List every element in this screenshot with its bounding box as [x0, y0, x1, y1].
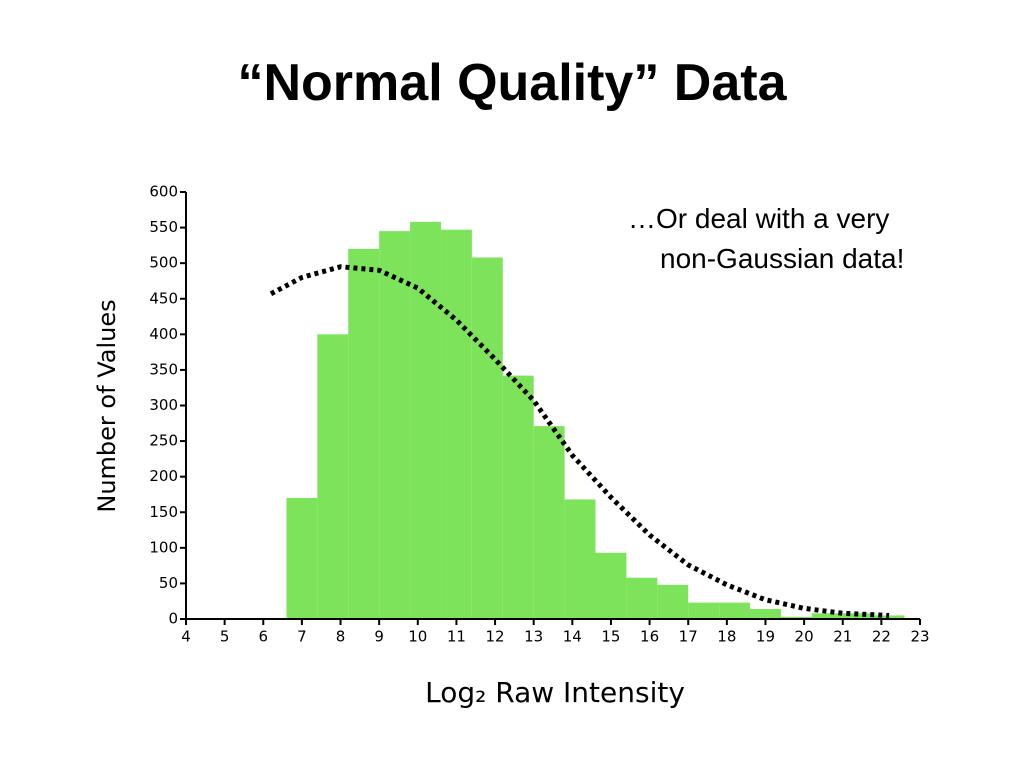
fit-curve: [269, 264, 890, 618]
bar: [873, 615, 905, 619]
y-tick-label: 600: [149, 183, 178, 201]
y-tick-label: 500: [149, 254, 178, 272]
x-tick-label: 5: [220, 628, 230, 646]
bar: [750, 609, 781, 619]
bar: [317, 334, 349, 619]
bar: [595, 552, 627, 619]
x-tick-label: 18: [717, 628, 736, 646]
x-tick-label: 20: [795, 628, 814, 646]
bar: [471, 257, 503, 619]
bar: [719, 602, 751, 619]
bar: [780, 616, 812, 619]
x-tick-label: 7: [297, 628, 307, 646]
y-tick-label: 50: [159, 574, 178, 592]
x-tick-label: 23: [910, 628, 929, 646]
x-tick-label: 6: [258, 628, 268, 646]
x-tick-label: 4: [181, 628, 191, 646]
bar: [533, 426, 565, 619]
bar: [688, 602, 720, 619]
x-tick-label: 15: [601, 628, 620, 646]
bar: [626, 577, 658, 619]
bar: [564, 499, 596, 619]
y-tick-label: 450: [149, 289, 178, 307]
x-tick-label: 10: [408, 628, 427, 646]
y-axis-label: Number of Values: [93, 299, 121, 512]
bar: [348, 248, 380, 619]
x-tick-label: 17: [679, 628, 698, 646]
bar: [379, 231, 411, 619]
x-axis-label: Log₂ Raw Intensity: [425, 676, 685, 709]
bar: [811, 613, 843, 619]
x-tick-label: 13: [524, 628, 543, 646]
x-tick-label: 19: [756, 628, 775, 646]
x-tick-label: 22: [872, 628, 891, 646]
x-tick-label: 11: [447, 628, 466, 646]
x-tick-label: 9: [374, 628, 384, 646]
slide-title: “Normal Quality” Data: [237, 54, 787, 112]
bar: [440, 229, 472, 620]
x-tick-label: 8: [336, 628, 346, 646]
y-tick-label: 250: [149, 432, 178, 450]
x-tick-label: 12: [486, 628, 505, 646]
bar: [502, 375, 534, 619]
annotation-line: …Or deal with a very: [628, 203, 889, 234]
y-tick-label: 550: [149, 218, 178, 236]
y-tick-label: 150: [149, 503, 178, 521]
y-tick-label: 100: [149, 538, 178, 556]
bar: [657, 584, 689, 619]
y-tick-label: 400: [149, 325, 178, 343]
y-tick-label: 200: [149, 467, 178, 485]
annotation-line: non-Gaussian data!: [660, 243, 904, 274]
x-tick-label: 16: [640, 628, 659, 646]
y-tick-label: 0: [168, 610, 178, 628]
y-tick-label: 300: [149, 396, 178, 414]
bar: [286, 498, 318, 619]
x-tick-label: 14: [563, 628, 582, 646]
bar: [410, 221, 441, 619]
y-tick-label: 350: [149, 360, 178, 378]
x-tick-label: 21: [833, 628, 852, 646]
